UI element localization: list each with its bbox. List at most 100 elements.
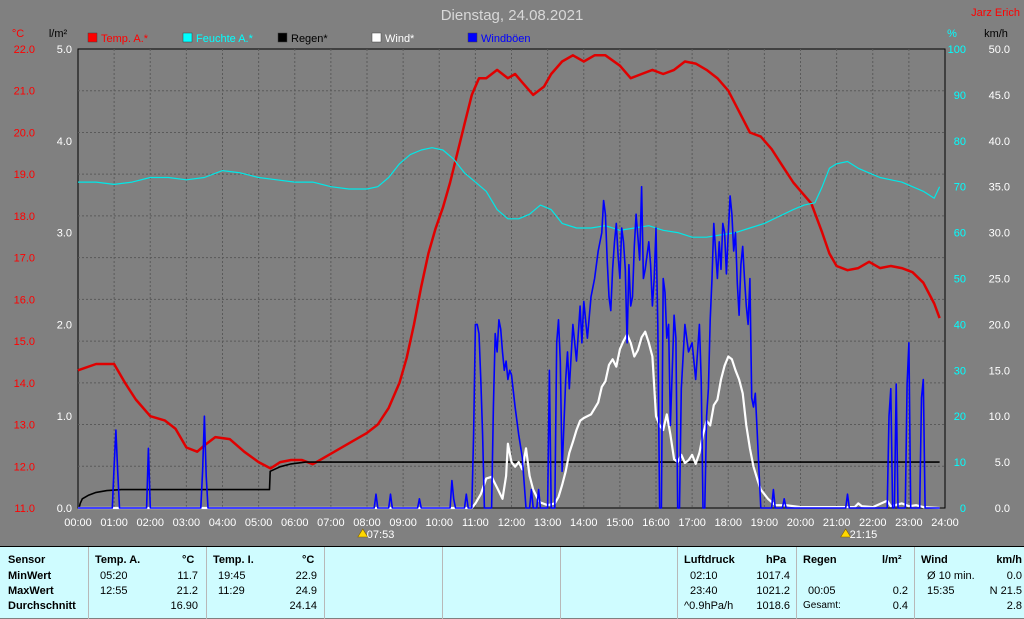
temp-a-max-time: 12:55: [100, 585, 128, 597]
humidity-tick-label: 10: [954, 457, 966, 469]
chart-author: Jarz Erich: [971, 7, 1020, 19]
rain-unit: l/m²: [882, 554, 902, 566]
humidity-tick-label: 50: [954, 274, 966, 286]
temp-a-min-value: 11.7: [177, 570, 198, 582]
humidity-axis-unit: %: [947, 28, 957, 40]
rain-tick-label: 5.0: [57, 44, 72, 56]
x-tick-label: 14:00: [570, 517, 598, 529]
legend-entry: Wind*: [385, 33, 415, 45]
x-tick-label: 08:00: [353, 517, 381, 529]
series-gusts: [78, 185, 940, 509]
series-rain: [78, 461, 940, 509]
x-tick-label: 18:00: [714, 517, 742, 529]
wind-tick-label: 10.0: [989, 411, 1010, 423]
temp-a-header: Temp. A.: [95, 554, 141, 566]
temp-tick-label: 22.0: [14, 44, 35, 56]
x-tick-label: 11:00: [462, 517, 489, 529]
pressure-min-value: 1017.4: [756, 570, 790, 582]
temp-tick-label: 20.0: [14, 127, 35, 139]
x-tick-label: 06:00: [281, 517, 309, 529]
legend-swatch: [371, 32, 382, 43]
temp-i-average: 24.14: [289, 600, 317, 612]
humidity-tick-label: 90: [954, 90, 966, 102]
wind-tick-label: 5.0: [995, 457, 1010, 469]
temp-tick-label: 12.0: [14, 461, 35, 473]
pressure-unit: hPa: [766, 554, 787, 566]
rain-total-label: Gesamt:: [803, 600, 841, 611]
x-tick-label: 21:00: [823, 517, 851, 529]
x-tick-label: 07:00: [317, 517, 345, 529]
chart-axes: 00:00 01:00 02:00 03:00 04:00 05:00 06:00 07:00…: [14, 44, 1010, 529]
wind-average-value: 0.0: [1006, 570, 1022, 582]
wind-tick-label: 35.0: [989, 182, 1010, 194]
x-tick-label: 23:00: [895, 517, 923, 529]
rain-tick-label: 1.0: [57, 411, 72, 423]
wind-tick-label: 50.0: [989, 44, 1010, 56]
wind-header: Wind: [921, 554, 948, 566]
sunset-icon: [840, 528, 852, 538]
stats-row-min: MinWert: [8, 570, 52, 582]
temp-i-unit: °C: [302, 554, 315, 566]
wind-average-label: Ø 10 min.: [927, 570, 975, 582]
chart-grid: [77, 48, 946, 509]
wind-max-time: 15:35: [927, 585, 955, 597]
x-tick-label: 22:00: [859, 517, 887, 529]
humidity-tick-label: 60: [954, 228, 966, 240]
x-tick-label: 01:00: [100, 517, 128, 529]
wind-unit: km/h: [996, 554, 1022, 566]
temp-tick-label: 14.0: [14, 378, 35, 390]
legend-entry: Feuchte A.*: [196, 33, 254, 45]
x-tick-label: 15:00: [606, 517, 634, 529]
rain-header: Regen: [803, 554, 837, 566]
temp-axis-unit: °C: [12, 28, 24, 40]
legend-swatch: [467, 32, 478, 43]
pressure-average: 1018.6: [756, 600, 790, 612]
x-tick-label: 10:00: [425, 517, 453, 529]
sun-times: 07:53 21:15: [357, 528, 878, 541]
x-tick-label: 12:00: [498, 517, 526, 529]
legend-entry: Temp. A.*: [101, 33, 149, 45]
x-tick-label: 09:00: [389, 517, 417, 529]
sunset-time: 21:15: [850, 529, 878, 541]
pressure-header: Luftdruck: [684, 554, 735, 566]
temp-a-min-time: 05:20: [100, 570, 128, 582]
wind-max-value: N 21.5: [989, 585, 1022, 597]
temp-tick-label: 15.0: [14, 336, 35, 348]
chart-legend: Temp. A.* Feuchte A.* Regen* Wind* Windböen: [87, 32, 531, 45]
x-tick-label: 20:00: [787, 517, 815, 529]
rain-tick-label: 3.0: [57, 228, 72, 240]
temp-a-max-value: 21.2: [176, 585, 198, 597]
x-tick-label: 16:00: [642, 517, 670, 529]
humidity-tick-label: 30: [954, 365, 966, 377]
temp-a-average: 16.90: [170, 600, 198, 612]
x-tick-label: 17:00: [678, 517, 706, 529]
humidity-tick-label: 0: [960, 503, 966, 515]
humidity-tick-label: 100: [948, 44, 966, 56]
legend-swatch: [87, 32, 98, 43]
temp-tick-label: 19.0: [14, 169, 35, 181]
legend-entry: Windböen: [481, 33, 531, 45]
series-humidity: [78, 147, 941, 238]
weather-chart: 00:00 01:00 02:00 03:00 04:00 05:00 06:00 07:00…: [12, 7, 1020, 541]
chart-series: [77, 54, 941, 510]
axis-units: °C l/m²% km/h: [12, 28, 1008, 40]
wind-tick-label: 40.0: [989, 136, 1010, 148]
wind-tick-label: 45.0: [989, 90, 1010, 102]
temp-tick-label: 18.0: [14, 211, 35, 223]
rain-tick-label: 0.0: [57, 503, 72, 515]
x-tick-label: 00:00: [64, 517, 92, 529]
x-tick-label: 03:00: [173, 517, 201, 529]
temp-tick-label: 21.0: [14, 86, 35, 98]
pressure-max-time: 23:40: [690, 585, 718, 597]
x-tick-label: 24:00: [931, 517, 959, 529]
series-wind: [78, 330, 940, 510]
wind-tick-label: 15.0: [989, 365, 1010, 377]
rain-axis-unit: l/m²: [49, 28, 68, 40]
x-tick-label: 13:00: [534, 517, 562, 529]
x-tick-label: 02:00: [136, 517, 164, 529]
temp-tick-label: 11.0: [14, 503, 35, 515]
wind-tick-label: 30.0: [989, 228, 1010, 240]
humidity-tick-label: 70: [954, 182, 966, 194]
legend-entry: Regen*: [291, 33, 328, 45]
stats-row-avg: Durchschnitt: [8, 600, 76, 612]
